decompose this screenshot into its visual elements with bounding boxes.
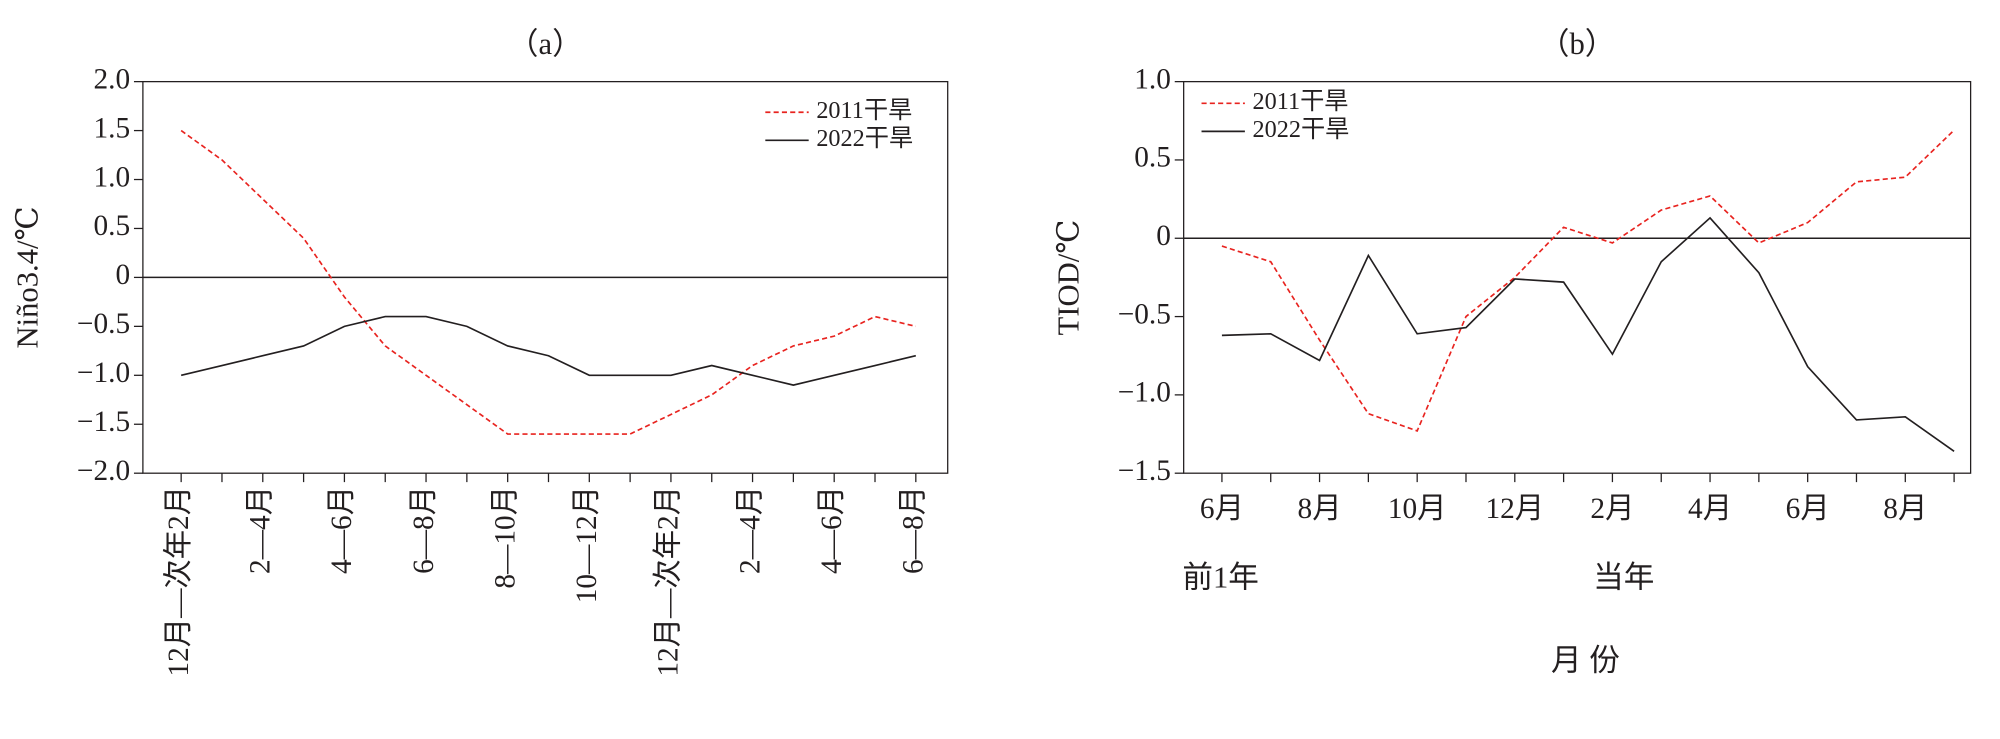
y-tick-label: 2.0 — [93, 63, 130, 95]
series-line — [180, 315, 917, 386]
x-tick-label: 6月 — [1786, 493, 1830, 525]
series-line — [1221, 216, 1955, 452]
x-tick-label: 12月—次年2月 — [652, 486, 685, 677]
x-tick-label: 4—6月 — [816, 486, 848, 574]
y-axis-label: Niño3.4/℃ — [11, 206, 45, 348]
y-tick-label: 0 — [1156, 220, 1171, 252]
y-tick-label: 1.0 — [93, 161, 130, 193]
x-tick-label: 2—4月 — [734, 486, 766, 574]
y-tick-label: 1.5 — [93, 112, 130, 144]
x-tick-label: 2月 — [1590, 493, 1634, 525]
y-tick-label: −0.5 — [1118, 298, 1171, 330]
y-tick-label: −1.5 — [1118, 455, 1171, 487]
x-axis-label: 月 份 — [1551, 643, 1620, 677]
x-tick-label: 8—10月 — [489, 486, 521, 589]
series-line — [1221, 129, 1955, 432]
panel-title: （a） — [508, 27, 583, 61]
legend-label: 2022干旱 — [816, 125, 913, 152]
x-tick-label: 8月 — [1883, 493, 1927, 525]
period-label: 前1年 — [1182, 560, 1259, 594]
legend-label: 2011干旱 — [816, 97, 912, 124]
legend-label: 2022干旱 — [1253, 116, 1350, 143]
y-tick-label: −1.0 — [1118, 377, 1171, 409]
x-tick-label: 4—6月 — [326, 486, 358, 574]
legend-label: 2011干旱 — [1253, 88, 1349, 115]
series-line — [180, 129, 917, 435]
x-tick-label: 8月 — [1298, 493, 1342, 525]
y-tick-label: −1.5 — [77, 406, 130, 438]
x-tick-label: 12月—次年2月 — [162, 486, 195, 677]
y-tick-label: 0.5 — [1134, 142, 1171, 174]
y-tick-label: −0.5 — [77, 308, 130, 340]
x-tick-label: 10月 — [1388, 493, 1447, 525]
x-tick-label: 4月 — [1688, 493, 1732, 525]
x-tick-label: 12月 — [1485, 493, 1544, 525]
y-tick-label: 1.0 — [1134, 63, 1171, 95]
x-tick-label: 6月 — [1200, 493, 1244, 525]
y-axis-label: TIOD/℃ — [1051, 219, 1085, 335]
x-tick-label: 2—4月 — [245, 486, 277, 574]
y-tick-label: −2.0 — [77, 455, 130, 487]
plot-frame — [142, 80, 949, 474]
period-label: 当年 — [1593, 560, 1654, 594]
x-tick-label: 10—12月 — [571, 486, 603, 603]
x-tick-label: 6—8月 — [898, 486, 930, 574]
plot-frame — [1183, 80, 1972, 474]
y-tick-label: 0 — [115, 259, 130, 291]
y-tick-label: 0.5 — [93, 210, 130, 242]
x-tick-label: 6—8月 — [408, 486, 440, 574]
y-tick-label: −1.0 — [77, 357, 130, 389]
panel-title: （b） — [1539, 27, 1616, 61]
